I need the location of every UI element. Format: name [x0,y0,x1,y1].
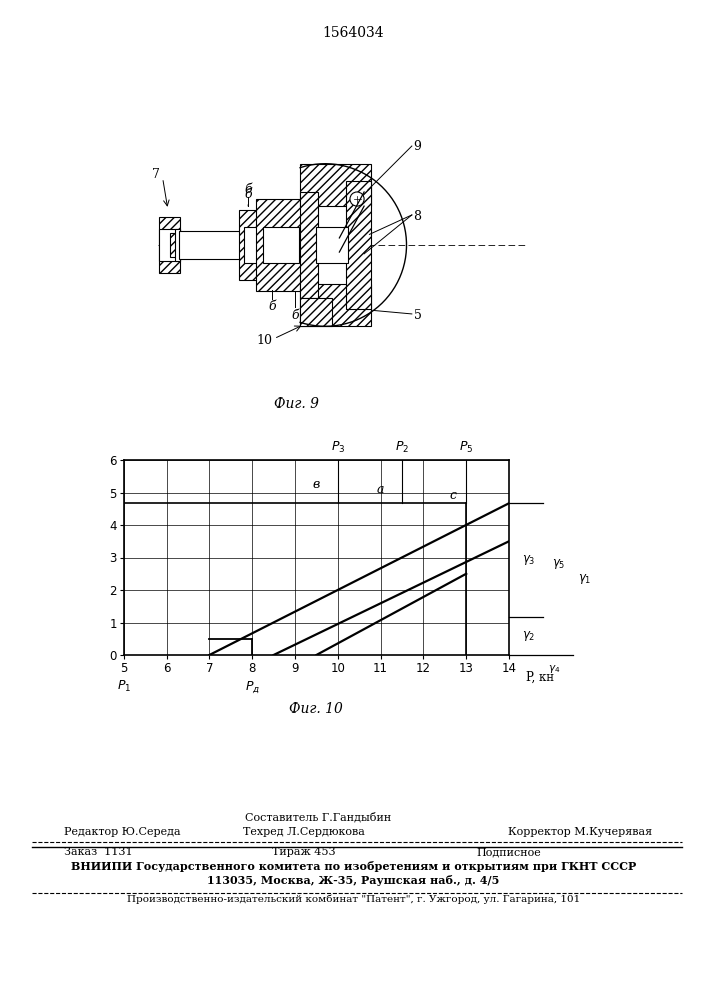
Bar [346,181,371,309]
Bar [300,164,371,206]
Text: $\gamma_5$: $\gamma_5$ [552,557,566,571]
Text: Тираж 453: Тираж 453 [272,847,336,857]
Text: в: в [312,478,320,491]
Bar [175,229,180,261]
Text: Производственно-издательский комбинат "Патент", г. Ужгород, ул. Гагарина, 101: Производственно-издательский комбинат "П… [127,894,580,904]
Text: 9: 9 [414,140,421,153]
Bar [317,227,348,263]
Text: Фиг. 9: Фиг. 9 [274,397,320,411]
Text: $\gamma_1$: $\gamma_1$ [578,572,591,586]
Text: Корректор М.Кучерявая: Корректор М.Кучерявая [508,827,652,837]
Text: $P_д$: $P_д$ [245,679,259,695]
Bar [244,227,258,263]
Text: б: б [245,183,252,196]
Text: б: б [245,188,252,201]
Bar [178,231,242,259]
Text: $P_1$: $P_1$ [117,679,131,694]
Text: Заказ  1131: Заказ 1131 [64,847,132,857]
Text: 10: 10 [256,334,272,347]
Bar [159,229,180,261]
Text: ВНИИПИ Государственного комитета по изобретениям и открытиям при ГКНТ СССР: ВНИИПИ Государственного комитета по изоб… [71,861,636,872]
Bar [170,233,178,257]
Text: $\gamma_4$: $\gamma_4$ [547,663,560,675]
Text: с: с [450,489,457,502]
Text: б: б [269,300,276,313]
Text: 7: 7 [151,168,160,181]
Text: Техред Л.Сердюкова: Техред Л.Сердюкова [243,827,365,837]
Text: 8: 8 [414,210,421,223]
Bar [300,284,371,326]
Text: $P_2$: $P_2$ [395,440,409,455]
Bar [257,199,306,291]
Text: $P_3$: $P_3$ [331,440,345,455]
Text: Фиг. 10: Фиг. 10 [289,702,344,716]
Text: 5: 5 [414,309,421,322]
Bar [159,217,180,273]
Text: $P_5$: $P_5$ [459,440,474,455]
Text: а: а [377,483,385,496]
Bar [239,210,258,280]
Text: 1564034: 1564034 [322,26,385,40]
Circle shape [350,192,364,206]
Text: Подписное: Подписное [477,847,542,857]
Text: Составитель Г.Гандыбин: Составитель Г.Гандыбин [245,811,391,822]
Text: б: б [291,309,299,322]
Bar [300,192,318,298]
Text: Редактор Ю.Середа: Редактор Ю.Середа [64,827,180,837]
Bar [300,298,332,326]
Bar [263,227,298,263]
Text: $\gamma_2$: $\gamma_2$ [522,629,535,643]
Text: $\gamma_3$: $\gamma_3$ [522,553,535,567]
Text: 113035, Москва, Ж-35, Раушская наб., д. 4/5: 113035, Москва, Ж-35, Раушская наб., д. … [207,875,500,886]
Text: P, кн: P, кн [526,671,554,684]
